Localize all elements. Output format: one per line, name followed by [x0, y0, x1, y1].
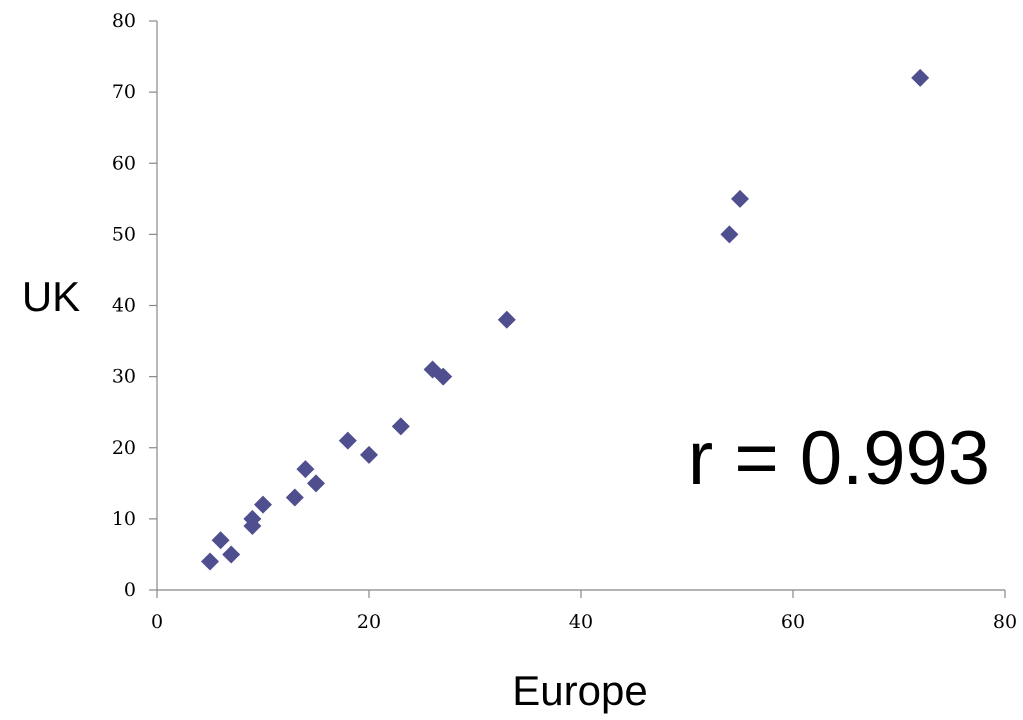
y-tick-label: 10	[112, 508, 136, 530]
data-point	[211, 531, 230, 550]
y-tick-label: 70	[112, 81, 136, 103]
data-point	[911, 68, 930, 87]
y-tick-label: 60	[112, 152, 136, 174]
x-axis-label: Europe	[512, 667, 647, 714]
ticks: 0 10 20 30 40 50 60 70 80 0 20 40 60 80	[112, 10, 1017, 633]
x-tick-label: 80	[993, 611, 1017, 633]
y-tick-label: 80	[112, 10, 136, 32]
correlation-annotation: r = 0.993	[688, 416, 990, 501]
data-point	[391, 417, 410, 436]
y-axis-label: UK	[22, 273, 80, 320]
data-point	[434, 367, 453, 386]
y-tick-label: 30	[112, 366, 136, 388]
y-tick-label: 50	[112, 223, 136, 245]
data-point	[497, 310, 516, 329]
axes	[156, 21, 1005, 591]
data-point	[243, 509, 262, 528]
data-point	[296, 460, 315, 479]
data-point	[731, 189, 749, 208]
data-point	[720, 225, 739, 244]
data-point	[222, 545, 241, 564]
y-tick-label: 20	[112, 437, 136, 459]
data-point	[360, 445, 378, 464]
x-tick-label: 60	[781, 611, 805, 633]
data-point	[254, 495, 272, 514]
data-point	[201, 552, 219, 571]
data-point	[338, 431, 357, 450]
x-tick-label: 20	[357, 611, 381, 633]
y-tick-label: 0	[124, 579, 136, 601]
data-point	[285, 488, 304, 507]
x-tick-label: 0	[151, 611, 163, 633]
data-point	[307, 474, 325, 493]
data-points	[201, 68, 930, 571]
x-tick-label: 40	[569, 611, 593, 633]
y-tick-label: 40	[112, 295, 136, 317]
